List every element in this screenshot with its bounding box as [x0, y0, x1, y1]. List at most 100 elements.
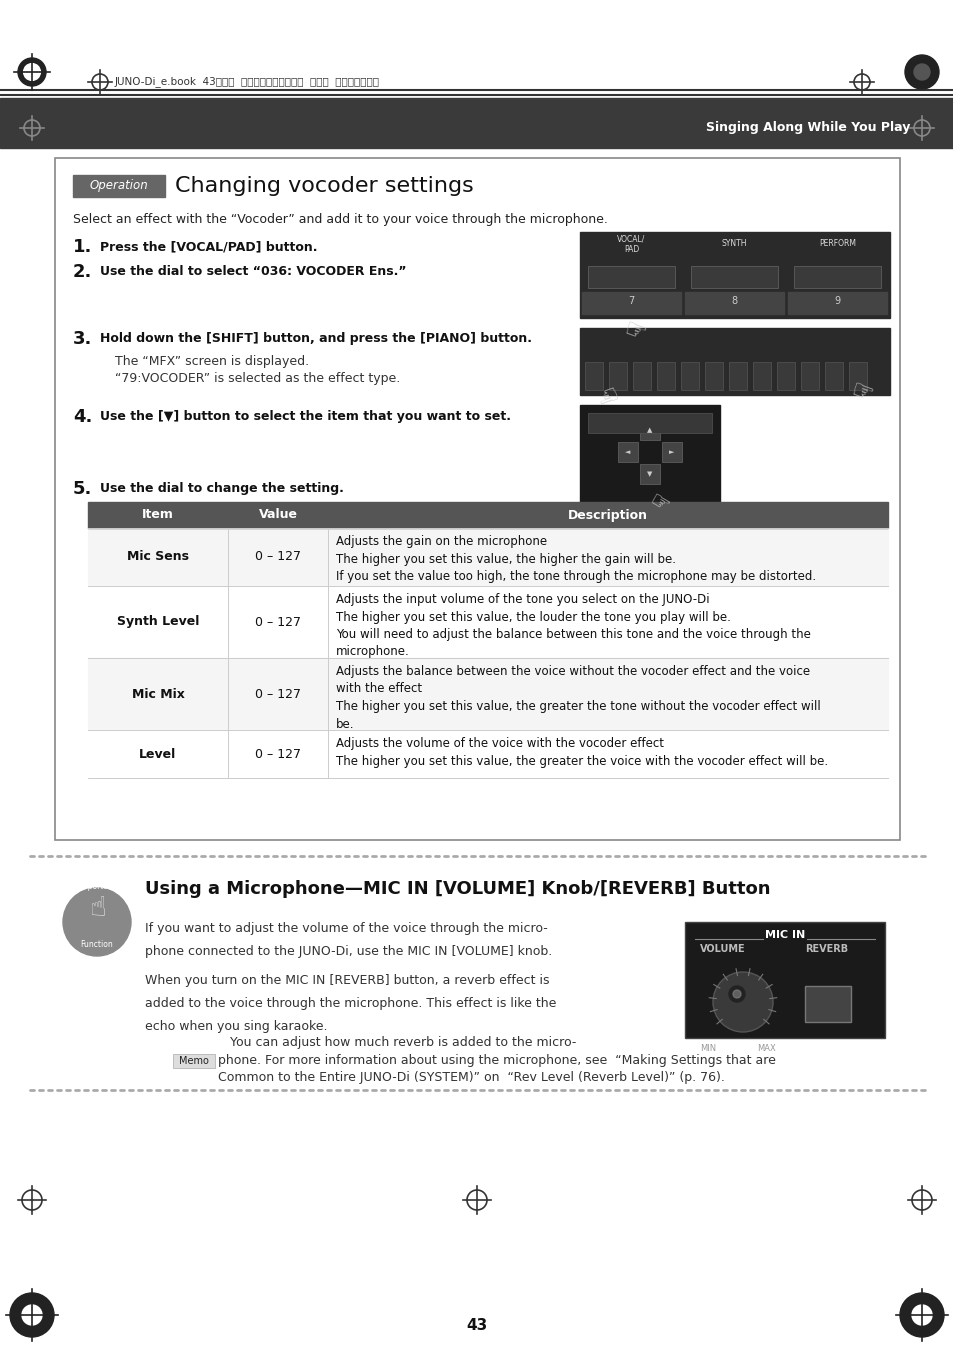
Text: The “MFX” screen is displayed.: The “MFX” screen is displayed. [115, 355, 309, 367]
Bar [608, 362, 626, 390]
Bar [848, 362, 866, 390]
Bar [88, 658, 887, 730]
Text: Hold down the [SHIFT] button, and press the [PIANO] button.: Hold down the [SHIFT] button, and press … [100, 332, 532, 345]
Bar [88, 528, 887, 586]
Bar [172, 1054, 214, 1069]
Text: You can adjust how much reverb is added to the micro-: You can adjust how much reverb is added … [230, 1036, 576, 1048]
Text: ▼: ▼ [647, 471, 652, 477]
Bar [728, 362, 746, 390]
Circle shape [63, 888, 131, 957]
Text: 0 – 127: 0 – 127 [254, 688, 301, 701]
Text: REVERB: REVERB [804, 944, 847, 954]
Bar [657, 362, 675, 390]
Text: 1.: 1. [73, 238, 92, 255]
Text: ▲: ▲ [647, 427, 652, 434]
Bar [704, 362, 722, 390]
Bar [88, 503, 887, 528]
Text: VOCAL/
PAD: VOCAL/ PAD [617, 234, 645, 254]
Text: 2.: 2. [73, 263, 92, 281]
Text: 4.: 4. [73, 408, 92, 426]
Text: When you turn on the MIC IN [REVERB] button, a reverb effect is
added to the voi: When you turn on the MIC IN [REVERB] but… [145, 974, 556, 1034]
Text: 0 – 127: 0 – 127 [254, 550, 301, 563]
Text: 0 – 127: 0 – 127 [254, 747, 301, 761]
Circle shape [904, 55, 938, 89]
Bar [0, 99, 953, 149]
Text: 8: 8 [731, 296, 737, 305]
Text: MIN: MIN [700, 1044, 716, 1052]
Bar [633, 362, 650, 390]
Text: Memo: Memo [179, 1056, 209, 1066]
Bar [587, 266, 675, 288]
Text: Function: Function [81, 940, 113, 948]
Text: Value: Value [258, 508, 297, 521]
Text: “79:VOCODER” is selected as the effect type.: “79:VOCODER” is selected as the effect t… [115, 372, 400, 385]
Bar [618, 442, 638, 462]
Circle shape [18, 58, 46, 86]
Bar [579, 328, 889, 394]
Bar [680, 362, 699, 390]
Text: ☞: ☞ [644, 490, 672, 517]
Circle shape [24, 63, 40, 81]
Text: 3.: 3. [73, 330, 92, 349]
Text: Use the dial to change the setting.: Use the dial to change the setting. [100, 482, 343, 494]
Text: MIC IN: MIC IN [764, 929, 804, 940]
Text: 5.: 5. [73, 480, 92, 499]
Text: Adjusts the balance between the voice without the vocoder effect and the voice
w: Adjusts the balance between the voice wi… [335, 665, 820, 731]
Text: Select an effect with the “Vocoder” and add it to your voice through the microph: Select an effect with the “Vocoder” and … [73, 213, 607, 226]
Circle shape [10, 1293, 54, 1337]
Bar [0, 0, 953, 118]
Text: Synth Level: Synth Level [116, 616, 199, 628]
Bar [804, 986, 850, 1021]
Text: 0 – 127: 0 – 127 [254, 616, 301, 628]
Circle shape [899, 1293, 943, 1337]
Text: Adjusts the volume of the voice with the vocoder effect
The higher you set this : Adjusts the volume of the voice with the… [335, 738, 827, 767]
Text: If you want to adjust the volume of the voice through the micro-
phone connected: If you want to adjust the volume of the … [145, 921, 552, 958]
Bar [684, 292, 783, 313]
Circle shape [22, 1305, 42, 1325]
Text: ☞: ☞ [587, 378, 617, 408]
Text: 9: 9 [834, 296, 840, 305]
Bar [579, 405, 720, 509]
Text: PERFORM: PERFORM [818, 239, 855, 249]
Text: MAX: MAX [757, 1044, 775, 1052]
Bar [579, 232, 889, 317]
Text: Changing vocoder settings: Changing vocoder settings [174, 176, 474, 196]
Text: 43: 43 [466, 1317, 487, 1332]
Text: SYNTH: SYNTH [721, 239, 746, 249]
Bar [581, 292, 680, 313]
Text: Singing Along While You Play: Singing Along While You Play [705, 122, 909, 135]
Bar [776, 362, 794, 390]
Text: VOLUME: VOLUME [700, 944, 745, 954]
Circle shape [911, 1305, 931, 1325]
Text: Operation: Operation [90, 180, 149, 192]
Text: Item: Item [142, 508, 173, 521]
Bar [584, 362, 602, 390]
Text: ◄: ◄ [624, 449, 630, 455]
Bar [661, 442, 681, 462]
Bar [88, 586, 887, 658]
Text: ☞: ☞ [846, 378, 876, 408]
Bar [824, 362, 842, 390]
Bar [587, 413, 711, 434]
Text: ☞: ☞ [619, 317, 649, 347]
Bar [639, 420, 659, 440]
Bar [639, 463, 659, 484]
Circle shape [728, 986, 744, 1002]
Bar [684, 921, 884, 1038]
Circle shape [913, 63, 929, 80]
Text: important: important [78, 882, 116, 892]
Text: phone. For more information about using the microphone, see  “Making Settings th: phone. For more information about using … [218, 1054, 775, 1085]
Text: Press the [VOCAL/PAD] button.: Press the [VOCAL/PAD] button. [100, 240, 317, 253]
Circle shape [732, 990, 740, 998]
Text: Adjusts the input volume of the tone you select on the JUNO-Di
The higher you se: Adjusts the input volume of the tone you… [335, 593, 810, 658]
Bar [793, 266, 880, 288]
Bar [752, 362, 770, 390]
Text: Adjusts the gain on the microphone
The higher you set this value, the higher the: Adjusts the gain on the microphone The h… [335, 535, 815, 584]
Text: ☝: ☝ [89, 894, 106, 921]
Bar [787, 292, 886, 313]
Bar [801, 362, 818, 390]
Text: Mic Sens: Mic Sens [127, 550, 189, 563]
Text: ►: ► [669, 449, 674, 455]
Circle shape [712, 971, 772, 1032]
Text: Using a Microphone—MIC IN [VOLUME] Knob/[REVERB] Button: Using a Microphone—MIC IN [VOLUME] Knob/… [145, 880, 770, 898]
